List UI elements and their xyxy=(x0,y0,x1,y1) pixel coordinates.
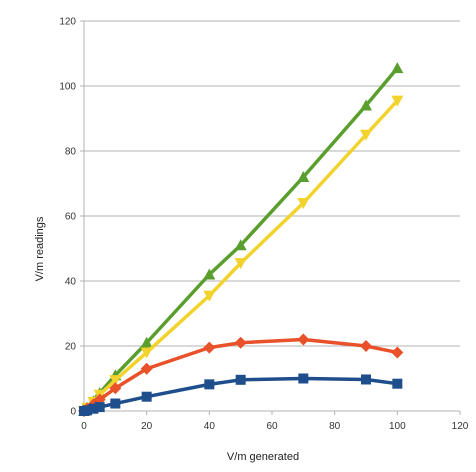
x-tick-label: 20 xyxy=(141,421,153,432)
axes xyxy=(80,20,461,415)
data-point-triangle-down xyxy=(297,198,310,209)
data-point-square xyxy=(204,379,215,390)
data-point-square xyxy=(88,403,99,414)
data-point-triangle-up xyxy=(140,336,153,348)
tick-labels: 0 20 40 60 80 100 120 0 20 40 60 80 100 120 xyxy=(59,17,468,433)
y-tick-label: 60 xyxy=(65,212,77,223)
data-point-triangle-up xyxy=(391,62,404,74)
data-point-triangle-up xyxy=(234,239,247,251)
data-point-square xyxy=(82,405,93,416)
x-tick-label: 100 xyxy=(389,421,406,432)
data-point-square xyxy=(361,374,371,385)
x-tick-label: 0 xyxy=(81,421,87,432)
data-point-triangle-down xyxy=(140,347,153,359)
data-point-triangle-down xyxy=(109,375,122,387)
y-tick-label: 100 xyxy=(59,82,76,93)
data-point-diamond xyxy=(391,346,404,359)
data-point-square xyxy=(392,378,403,389)
series-3 xyxy=(79,373,403,416)
data-point-diamond xyxy=(203,341,216,354)
series-line xyxy=(82,98,400,413)
series-layer xyxy=(78,62,404,417)
data-point-triangle-down xyxy=(391,95,404,107)
y-tick-label: 40 xyxy=(65,277,77,288)
y-tick-label: 0 xyxy=(70,407,76,418)
data-point-square xyxy=(235,374,246,385)
series-0 xyxy=(78,62,404,416)
x-tick-label: 80 xyxy=(329,421,341,432)
data-point-square xyxy=(141,391,152,402)
data-point-square xyxy=(298,373,309,384)
grid xyxy=(84,20,460,412)
y-tick-label: 80 xyxy=(65,147,77,158)
data-point-triangle-up xyxy=(203,268,216,280)
y-tick-label: 20 xyxy=(65,342,77,353)
data-point-diamond xyxy=(234,336,247,349)
y-axis-title: V/m readings xyxy=(34,216,46,281)
data-point-diamond xyxy=(297,333,310,346)
y-tick-label: 120 xyxy=(59,17,76,28)
data-point-diamond xyxy=(360,340,372,352)
x-tick-label: 40 xyxy=(204,421,216,432)
data-point-triangle-down xyxy=(234,258,247,270)
data-point-diamond xyxy=(140,362,153,375)
data-point-triangle-down xyxy=(203,290,216,302)
x-tick-label: 60 xyxy=(266,421,278,432)
data-point-triangle-up xyxy=(297,171,310,182)
data-point-square xyxy=(94,402,105,413)
series-1 xyxy=(78,95,404,417)
x-tick-label: 120 xyxy=(452,421,469,432)
data-point-diamond xyxy=(109,382,122,395)
x-axis-title: V/m generated xyxy=(227,451,299,463)
data-point-triangle-up xyxy=(360,99,372,111)
data-point-triangle-down xyxy=(360,129,372,141)
data-point-square xyxy=(110,398,121,409)
